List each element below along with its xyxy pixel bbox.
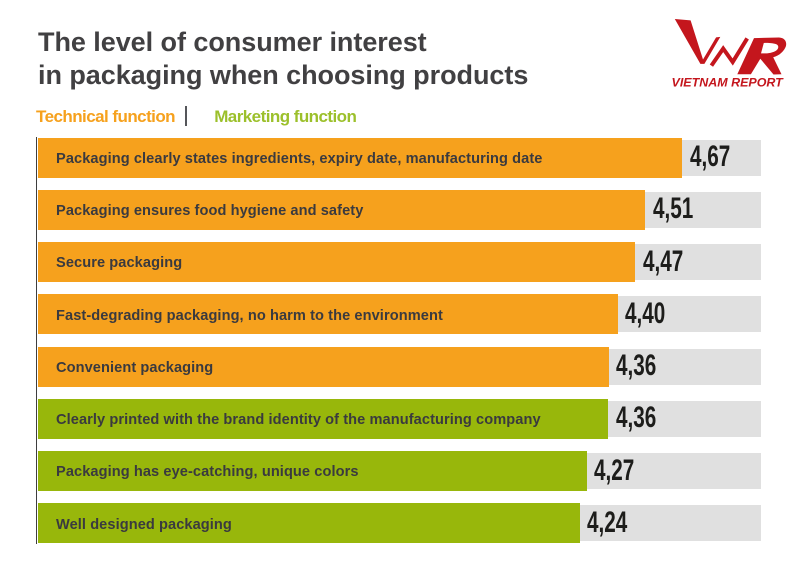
svg-text:VIETNAM REPORT: VIETNAM REPORT [672, 77, 784, 90]
